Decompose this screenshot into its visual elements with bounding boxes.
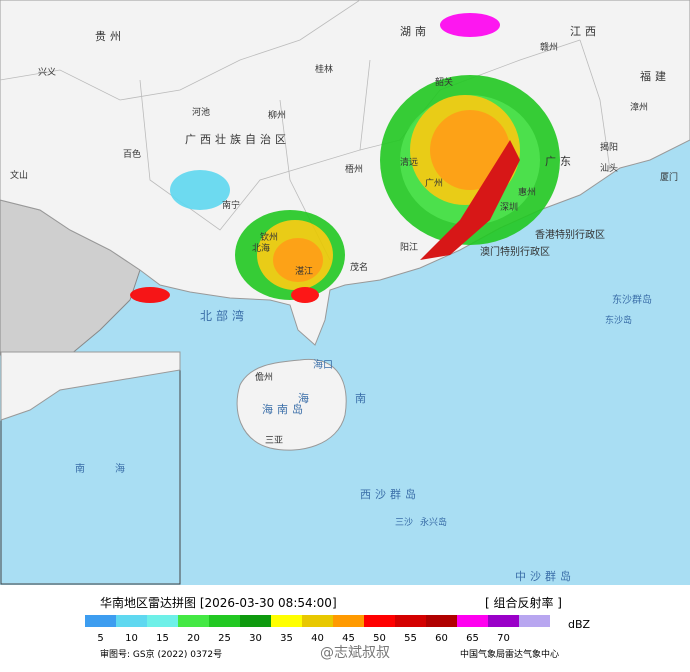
legend-tick: 50 (373, 633, 386, 644)
radar-echoes (130, 13, 560, 303)
map-label: 北海 (252, 242, 270, 254)
map-label: 钦州 (260, 231, 278, 243)
map-label: 北部湾 (200, 308, 248, 323)
legend-tick: 15 (156, 633, 169, 644)
map-label: 海口 (313, 358, 333, 371)
map-label: 广东 (545, 155, 575, 168)
review-no: 审图号: GS京 (2022) 0372号 (100, 648, 222, 660)
legend-swatch (209, 615, 240, 627)
map-label: 汕头 (600, 163, 618, 174)
map-label: 江西 (570, 25, 600, 38)
map-label: 澳门特别行政区 (480, 245, 550, 258)
map-label: 中沙群岛 (515, 569, 575, 583)
map-label: 南 (355, 392, 370, 405)
legend-swatch (488, 615, 519, 627)
legend-swatch (271, 615, 302, 627)
map-label: 茂名 (350, 261, 368, 273)
map-label: 柳州 (268, 109, 286, 121)
agency: 中国气象局雷达气象中心 (460, 648, 559, 660)
map-label: 三亚 (265, 435, 283, 446)
map-label: 福建 (640, 69, 670, 83)
map-label: 广西壮族自治区 (185, 132, 290, 146)
map-label: 梧州 (345, 163, 363, 175)
legend-tick: 55 (404, 633, 417, 644)
map-label: 厦门 (660, 171, 678, 183)
footer-title: 华南地区雷达拼图 [2026-03-30 08:54:00] (100, 595, 337, 610)
legend-tick: 65 (466, 633, 479, 644)
map-label: 湖南 (400, 25, 430, 38)
map-label: 阳江 (400, 242, 418, 253)
legend-tick: 25 (218, 633, 231, 644)
map-label: 百色 (123, 148, 141, 160)
map-label: 兴义 (38, 67, 56, 78)
map-label: 永兴岛 (420, 516, 447, 528)
legend-swatch (147, 615, 178, 627)
legend-swatch (395, 615, 426, 627)
map-label: 赣州 (540, 41, 558, 53)
legend-swatch (333, 615, 364, 627)
legend-tick: 20 (187, 633, 200, 644)
legend-swatch (178, 615, 209, 627)
legend-tick: 10 (125, 633, 138, 644)
map-label: 东沙岛 (605, 314, 632, 326)
legend-swatch (364, 615, 395, 627)
map-label: 东沙群岛 (612, 293, 652, 306)
legend-swatch (426, 615, 457, 627)
map-label: 贵州 (95, 30, 125, 43)
legend-tick: 70 (497, 633, 510, 644)
map-label: 广州 (425, 177, 443, 189)
legend-swatch (457, 615, 488, 627)
map-label: 漳州 (630, 101, 648, 113)
map-label: 儋州 (255, 371, 273, 383)
product: [ 组合反射率 ] (485, 595, 562, 610)
legend-swatch (85, 615, 116, 627)
map-label: 河池 (192, 106, 210, 118)
map-label: 惠州 (518, 186, 536, 198)
legend-tick: 35 (280, 633, 293, 644)
map-label: 深圳 (500, 202, 518, 213)
map-label: 西沙群岛 (360, 487, 420, 501)
legend-swatch (116, 615, 147, 627)
map-label: 文山 (10, 169, 28, 181)
unit: dBZ (568, 618, 591, 631)
legend-tick: 60 (435, 633, 448, 644)
map-label: 清远 (400, 156, 418, 168)
map-label: 海 (298, 391, 313, 405)
land (0, 0, 690, 346)
legend-tick: 45 (342, 633, 355, 644)
legend-tick: 5 (97, 633, 103, 644)
map-label: 三沙 (395, 517, 413, 528)
inset-label: 海 (115, 462, 125, 475)
map-label: 香港特别行政区 (535, 228, 605, 241)
map-label: 韶关 (435, 76, 453, 88)
map-label: 海南岛 (262, 402, 307, 416)
legend-swatch (240, 615, 271, 627)
hainan (236, 358, 347, 451)
map-label: 湛江 (295, 266, 313, 277)
inset-label: 南 (75, 462, 85, 475)
legend-tick: 30 (249, 633, 262, 644)
legend-swatch (302, 615, 333, 627)
map-label: 桂林 (315, 63, 333, 75)
inset-land (0, 351, 181, 421)
watermark: @志斌叔叔 (320, 645, 390, 661)
legend-tick: 40 (311, 633, 324, 644)
map-label: 揭阳 (600, 141, 618, 153)
map-label: 南宁 (222, 199, 240, 211)
legend-swatch (519, 615, 550, 627)
